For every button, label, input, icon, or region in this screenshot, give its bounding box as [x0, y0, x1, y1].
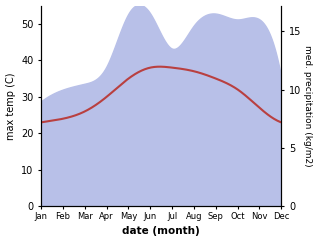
Y-axis label: med. precipitation (kg/m2): med. precipitation (kg/m2)	[303, 45, 313, 167]
X-axis label: date (month): date (month)	[122, 227, 200, 236]
Y-axis label: max temp (C): max temp (C)	[5, 72, 16, 140]
